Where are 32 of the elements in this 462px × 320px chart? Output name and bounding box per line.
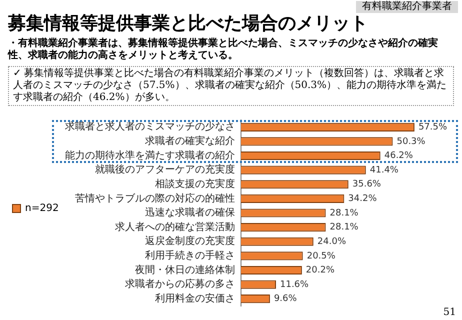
y-tick-label: 相談支援の充実度 <box>155 178 235 190</box>
y-tick-label: 夜間・休日の連絡体制 <box>135 264 235 276</box>
data-label: 11.6% <box>280 280 310 290</box>
data-label: 50.3% <box>396 136 426 147</box>
y-tick-label: 求職者と求人者のミスマッチの少なさ <box>65 120 235 133</box>
chart-subtitle: ・有料職業紹介事業者は、募集情報等提供事業と比べた場合、ミスマッチの少なさや紹介の確実性、求職者の能力の高さをメリットと考えている。 <box>8 38 439 62</box>
text: ✓ 募集情報等提供事業と比べた場合の有料職業紹介事業のメリット（複数回答）は、求職者と求人者のミスマッチの少なさ（57.5%）、求職者の確実な紹介（50.3%）、能力の期待水準を満たす求職者の紹介（46.2%）が多い。 <box>8 66 454 106</box>
data-label: 20.2% <box>306 266 335 276</box>
y-tick-label: 能力の期待水準を満たす求職者の紹介 <box>65 149 235 162</box>
y-tick-label: 就職後のアフターケアの充実度 <box>95 164 235 176</box>
y-tick-label: 返戻金制度の充実度 <box>145 235 235 248</box>
data-label: 46.2% <box>384 151 414 162</box>
y-tick-label: 迅速な求職者の確保 <box>145 206 235 219</box>
data-label: 57.5% <box>418 122 448 132</box>
data-label: 24.0% <box>317 236 346 247</box>
y-tick-label: 利用料金の安価さ <box>155 292 235 304</box>
data-label: 35.6% <box>352 180 382 190</box>
data-label: 20.5% <box>306 251 336 262</box>
text: 有料職業紹介事業者 <box>356 1 458 13</box>
y-tick-label: 苦情やトラブルの際の対応の的確性 <box>75 192 235 204</box>
data-label: 28.1% <box>330 208 359 218</box>
data-label: 28.1% <box>330 222 359 233</box>
chart-title: 募集情報等提供事業と比べた場合のメリット <box>8 13 368 35</box>
y-tick-label: 利用手続きの手軽さ <box>145 250 235 262</box>
y-tick-label: 求人者への的確な営業活動 <box>115 220 235 233</box>
y-tick-label: 求職者からの応募の多さ <box>125 278 235 290</box>
legend-label: n=292 <box>25 203 59 214</box>
data-label: 41.4% <box>370 165 399 176</box>
data-label: 9.6% <box>274 294 298 304</box>
y-tick-label: 求職者の確実な紹介 <box>145 135 235 148</box>
data-label: 34.2% <box>348 194 378 204</box>
text: 51 <box>443 307 456 318</box>
